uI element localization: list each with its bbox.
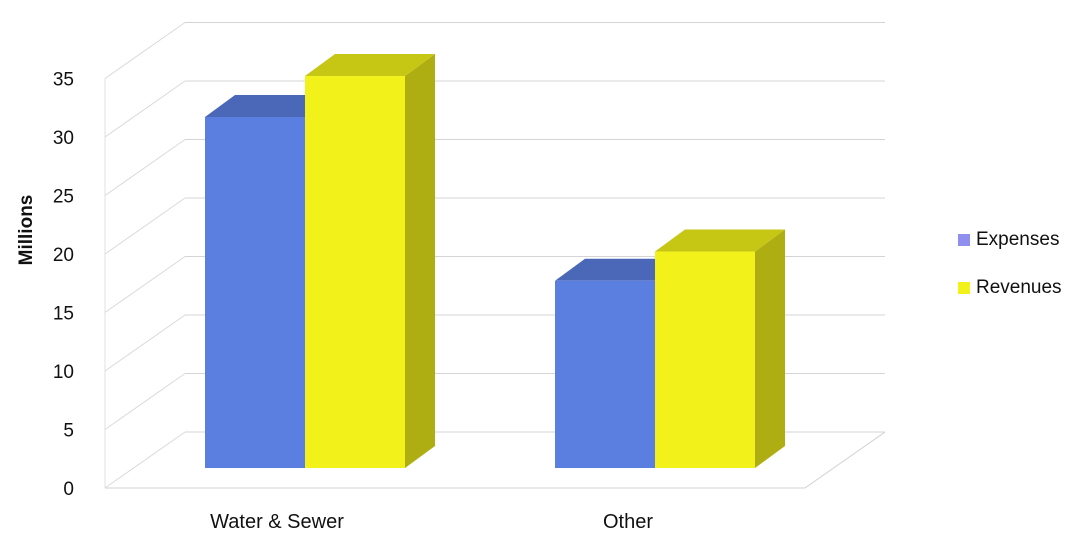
legend-item-revenues: Revenues (958, 277, 1062, 298)
bar-front-face (205, 117, 305, 468)
legend: Expenses Revenues (958, 229, 1062, 298)
bar-front-face (555, 280, 655, 468)
bar-front-face (655, 251, 755, 468)
bar-top-face (555, 258, 685, 281)
y-tick-label: 25 (53, 187, 74, 208)
side-wall-gridline (104, 80, 186, 138)
bar-top-face (205, 95, 335, 117)
legend-item-expenses: Expenses (958, 229, 1059, 250)
y-tick-label: 10 (53, 362, 74, 383)
y-axis-ticks: 0 5 10 15 20 25 30 35 (53, 70, 74, 501)
bar-side-face (755, 229, 785, 468)
y-tick-label: 0 (63, 479, 74, 500)
bar-side-face (405, 54, 435, 469)
side-wall-gridline (104, 431, 186, 489)
side-wall-gridline (104, 139, 186, 196)
side-wall-gridline (104, 197, 186, 255)
bar-top-face (305, 54, 435, 77)
chart-walls (104, 22, 886, 489)
bar-revenues-1 (655, 229, 785, 468)
x-axis-categories: Water & Sewer Other (210, 511, 653, 533)
side-wall-gridline (104, 22, 186, 79)
side-wall-gridline (104, 314, 186, 372)
y-tick-label: 30 (53, 128, 74, 149)
x-category-label: Other (603, 511, 653, 533)
bar-front-face (305, 76, 405, 469)
side-wall-gridline (104, 256, 186, 313)
legend-swatch (958, 234, 970, 246)
y-tick-label: 15 (53, 304, 74, 325)
y-axis-label: Millions (16, 195, 37, 266)
legend-swatch (958, 282, 970, 294)
y-tick-label: 5 (63, 421, 74, 442)
floor-right-edge (804, 431, 886, 489)
side-wall-gridline (104, 373, 186, 430)
bar-expenses-1 (555, 258, 685, 468)
bar-top-face (655, 229, 785, 252)
y-tick-label: 20 (53, 245, 74, 266)
x-category-label: Water & Sewer (210, 511, 344, 533)
y-tick-label: 35 (53, 70, 74, 91)
legend-label: Expenses (976, 229, 1059, 250)
bar-revenues-0 (305, 54, 435, 469)
bars (205, 54, 785, 469)
legend-label: Revenues (976, 277, 1062, 298)
